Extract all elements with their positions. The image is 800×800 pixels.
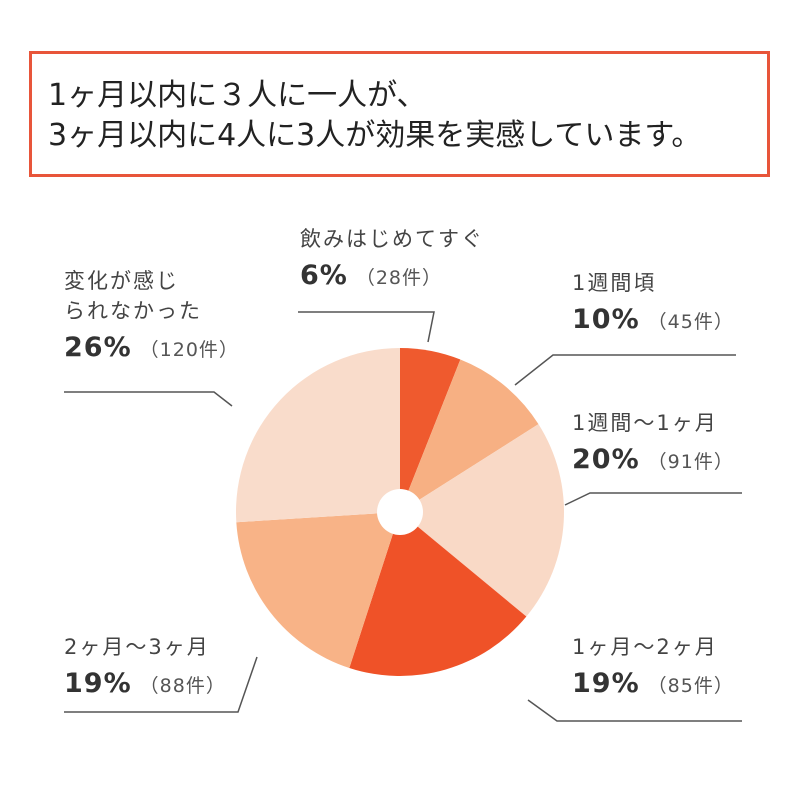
slice-percent-1: 10%: [572, 304, 640, 335]
leader-line-1: [514, 354, 736, 386]
slice-count-0: （28件）: [355, 267, 443, 289]
pie-slice-1: [400, 359, 539, 512]
headline-box: 1ヶ月以内に３人に一人が、 3ヶ月以内に4人に3人が効果を実感しています。: [29, 51, 770, 177]
pie-slice-3: [349, 512, 527, 676]
slice-name-2: 1週間〜1ヶ月: [572, 411, 718, 435]
pie-slice-0: [400, 348, 461, 512]
slice-name-4: 2ヶ月〜3ヶ月: [64, 635, 210, 659]
leader-line-4: [64, 656, 258, 713]
pie-slice-2: [400, 424, 565, 617]
slice-name-5a: 変化が感じ: [64, 269, 179, 293]
slice-name-5b: られなかった: [64, 299, 202, 323]
slice-percent-4: 19%: [64, 668, 132, 699]
pie-slice-4: [236, 512, 400, 668]
slice-label-0: 飲みはじめてすぐ 6% （28件）: [300, 224, 484, 291]
leader-line-3: [527, 699, 742, 722]
slice-label-3: 1ヶ月〜2ヶ月 19% （85件）: [572, 632, 734, 699]
slice-count-1: （45件）: [647, 311, 734, 333]
slice-count-4: （88件）: [139, 675, 226, 697]
slice-label-2: 1週間〜1ヶ月 20% （91件）: [572, 408, 734, 475]
slice-percent-0: 6%: [300, 260, 348, 291]
slice-name-0: 飲みはじめてすぐ: [300, 227, 484, 251]
headline-line-1: 1ヶ月以内に３人に一人が、: [48, 78, 427, 113]
slice-label-1: 1週間頃 10% （45件）: [572, 268, 734, 335]
slice-name-3: 1ヶ月〜2ヶ月: [572, 635, 718, 659]
slice-label-4: 2ヶ月〜3ヶ月 19% （88件）: [64, 632, 226, 699]
slice-count-5: （120件）: [139, 339, 239, 361]
leader-line-2: [564, 492, 742, 506]
slice-percent-3: 19%: [572, 668, 640, 699]
slice-count-3: （85件）: [647, 675, 734, 697]
slice-count-2: （91件）: [647, 451, 734, 473]
donut-hole: [377, 489, 423, 535]
headline-line-2: 3ヶ月以内に4人に3人が効果を実感しています。: [48, 118, 702, 153]
slice-name-1: 1週間頃: [572, 271, 657, 295]
slice-percent-5: 26%: [64, 332, 132, 363]
slice-percent-2: 20%: [572, 444, 640, 475]
slice-label-5: 変化が感じ られなかった 26% （120件）: [64, 266, 239, 363]
leader-line-0: [298, 311, 435, 343]
leader-line-5: [64, 391, 233, 407]
pie-slice-5: [235, 347, 400, 523]
